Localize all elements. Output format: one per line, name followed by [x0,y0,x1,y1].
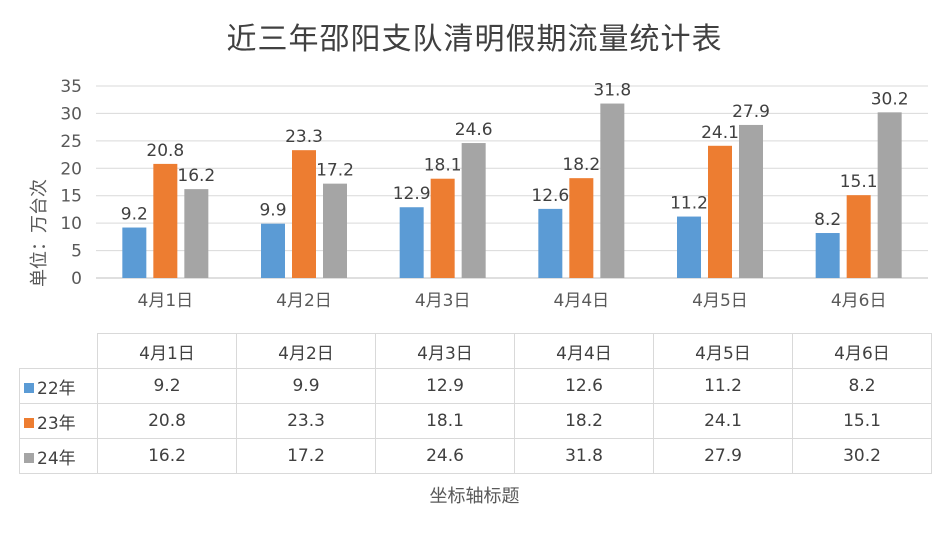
data-label: 18.2 [562,155,600,175]
bar [677,216,701,278]
table-header-cell: 4月5日 [653,333,793,369]
bar [708,145,732,278]
data-label: 8.2 [814,210,841,230]
table-row: 22年 9.2 9.9 12.9 12.6 11.2 8.2 [19,368,932,404]
table-cell: 9.9 [236,368,376,404]
bar [877,112,902,279]
table-row: 24年 16.2 17.2 24.6 31.8 27.9 30.2 [19,438,932,474]
bar [569,178,594,278]
gridlines [96,85,928,279]
table-cell: 15.1 [792,403,932,439]
data-table: 4月1日 4月2日 4月3日 4月4日 4月5日 4月6日 22年 9.2 9.9 12.9 12.… [19,333,932,474]
table-cell: 31.8 [514,438,654,474]
table-corner [19,333,98,369]
table-header-cell: 4月3日 [375,333,515,369]
data-label: 15.1 [840,172,878,192]
data-label: 18.1 [424,156,462,176]
table-header-row: 4月1日 4月2日 4月3日 4月4日 4月5日 4月6日 [19,333,932,369]
data-label: 17.2 [316,161,354,181]
bar [461,143,486,278]
bar [600,103,625,278]
table-cell: 11.2 [653,368,793,404]
table-cell: 9.2 [97,368,237,404]
table-header-cell: 4月4日 [514,333,654,369]
table-cell: 24.6 [375,438,515,474]
table-cell: 18.1 [375,403,515,439]
data-labels: 9.2 20.8 16.2 9.9 23.3 17.2 12.9 18.1 24.6 12.6 18… [121,81,909,230]
bar [153,163,178,278]
table-header-cell: 4月6日 [792,333,932,369]
legend-swatch [24,417,34,428]
data-label: 24.1 [701,123,739,143]
x-tick-label: 4月3日 [415,291,471,311]
bar [399,207,424,278]
table-header-cell: 4月2日 [236,333,376,369]
table-row: 23年 20.8 23.3 18.1 18.2 24.1 15.1 [19,403,932,439]
legend-label: 24年 [37,448,76,469]
data-label: 11.2 [670,194,708,214]
bar [739,124,763,278]
table-cell: 23.3 [236,403,376,439]
bar [846,195,871,278]
legend-swatch [24,452,34,463]
table-row-header: 23年 [19,403,98,439]
table-cell: 17.2 [236,438,376,474]
table-cell: 27.9 [653,438,793,474]
y-tick-label: 30 [60,104,82,124]
table-cell: 20.8 [97,403,237,439]
y-tick-label: 20 [60,159,82,179]
y-tick-label: 25 [60,132,82,152]
y-tick-label: 10 [60,214,82,234]
data-label: 23.3 [285,127,323,147]
x-tick-label: 4月4日 [554,291,610,311]
table-header-cell: 4月1日 [97,333,237,369]
y-tick-label: 0 [71,269,82,289]
y-tick-label: 35 [60,77,82,97]
data-label: 9.9 [259,201,286,221]
data-label: 20.8 [146,141,184,161]
x-tick-label: 4月1日 [138,291,194,311]
y-tick-label: 15 [60,187,82,207]
legend-label: 23年 [37,413,76,434]
y-tick-labels: 0 5 10 15 20 25 30 35 [60,77,82,289]
table-cell: 8.2 [792,368,932,404]
legend-swatch [24,382,34,393]
x-tick-labels: 4月1日 4月2日 4月3日 4月4日 4月5日 4月6日 [138,291,887,311]
data-label: 16.2 [177,166,215,186]
data-label: 12.9 [393,184,431,204]
table-cell: 24.1 [653,403,793,439]
legend-label: 22年 [37,378,76,399]
chart-title: 近三年邵阳支队清明假期流量统计表 [226,22,723,57]
data-label: 12.6 [531,186,569,206]
bar [430,178,455,278]
data-label: 31.8 [593,81,631,101]
data-label: 24.6 [455,120,493,140]
table-row-header: 22年 [19,368,98,404]
table-cell: 12.6 [514,368,654,404]
bar [122,227,147,278]
x-axis-title: 坐标轴标题 [429,486,520,507]
data-label: 30.2 [871,89,909,109]
bar [538,208,563,278]
bar [261,223,285,278]
x-tick-label: 4月5日 [692,291,748,311]
x-tick-label: 4月6日 [831,291,887,311]
bars [122,103,902,279]
data-label: 9.2 [121,205,148,225]
data-label: 27.9 [732,102,770,122]
y-tick-label: 5 [71,242,82,262]
x-tick-label: 4月2日 [276,291,332,311]
table-cell: 18.2 [514,403,654,439]
bar [323,183,347,278]
bar [184,189,209,278]
bar [292,150,316,278]
bar [815,233,840,278]
table-cell: 16.2 [97,438,237,474]
table-row-header: 24年 [19,438,98,474]
table-cell: 12.9 [375,368,515,404]
table-cell: 30.2 [792,438,932,474]
